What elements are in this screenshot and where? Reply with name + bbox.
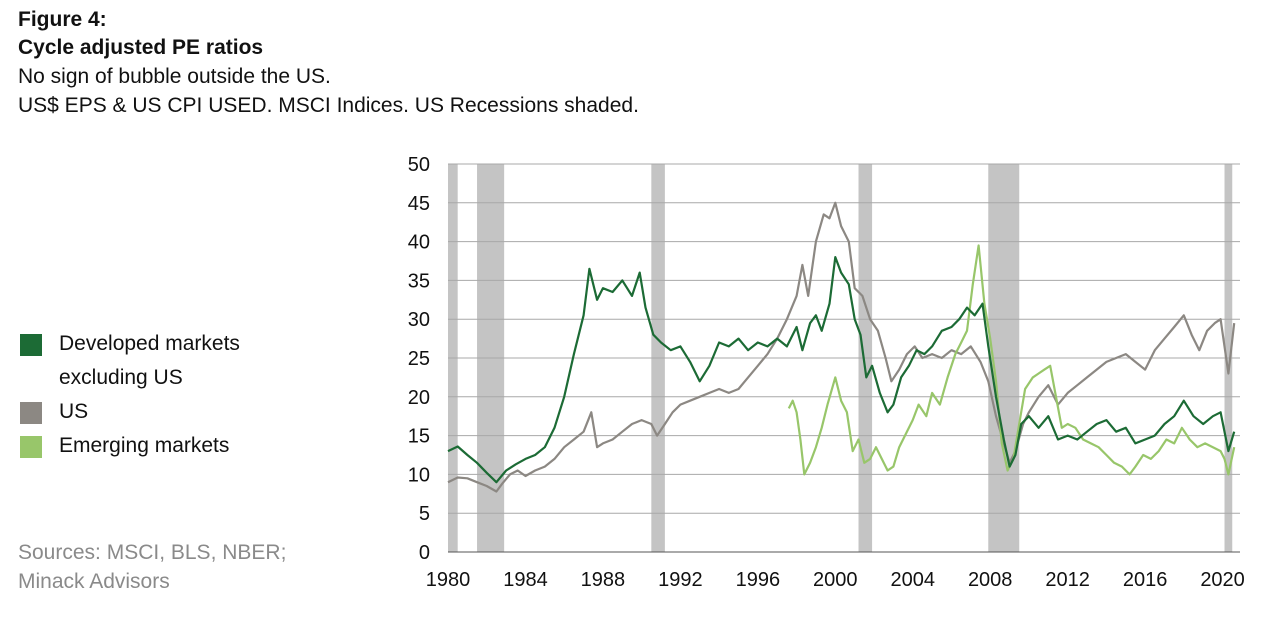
x-tick-label-2008: 2008 bbox=[968, 569, 1013, 591]
x-tick-label-2000: 2000 bbox=[813, 569, 858, 591]
y-tick-label-0: 0 bbox=[419, 542, 430, 564]
x-tick-label-1996: 1996 bbox=[736, 569, 781, 591]
legend-label-us: US bbox=[59, 400, 89, 423]
y-tick-label-25: 25 bbox=[408, 348, 430, 370]
legend-label-developed: Developed markets excluding US bbox=[59, 332, 240, 389]
series-line-us bbox=[447, 201, 1236, 493]
y-tick-label-5: 5 bbox=[419, 503, 430, 525]
figure-header: Figure 4: Cycle adjusted PE ratios No si… bbox=[18, 6, 639, 120]
y-tick-label-15: 15 bbox=[408, 426, 430, 448]
sources-line-2: Minack Advisors bbox=[18, 570, 170, 593]
sources-note: Sources: MSCI, BLS, NBER; Minack Advisor… bbox=[18, 538, 286, 596]
y-tick-label-40: 40 bbox=[408, 232, 430, 254]
x-tick-label-2004: 2004 bbox=[890, 569, 935, 591]
y-tick-label-20: 20 bbox=[408, 387, 430, 409]
y-tick-label-50: 50 bbox=[408, 154, 430, 176]
y-tick-label-30: 30 bbox=[408, 309, 430, 331]
chart-title: Cycle adjusted PE ratios bbox=[18, 36, 264, 59]
x-tick-label-1984: 1984 bbox=[503, 569, 548, 591]
sources-line-1: Sources: MSCI, BLS, NBER; bbox=[18, 541, 287, 564]
x-tick-label-1980: 1980 bbox=[426, 569, 471, 591]
y-tick-label-45: 45 bbox=[408, 193, 430, 215]
chart-subtitle: No sign of bubble outside the US. bbox=[18, 65, 331, 88]
x-tick-label-2020: 2020 bbox=[1200, 569, 1245, 591]
legend-swatch-emerging bbox=[20, 436, 42, 458]
x-tick-label-1988: 1988 bbox=[581, 569, 626, 591]
figure-number: Figure 4: bbox=[18, 8, 107, 31]
chart-subtitle-note: US$ EPS & US CPI USED. MSCI Indices. US … bbox=[18, 94, 639, 117]
legend-swatch-us bbox=[20, 402, 42, 424]
legend-swatch-developed bbox=[20, 334, 42, 356]
x-tick-label-2016: 2016 bbox=[1123, 569, 1168, 591]
y-tick-label-35: 35 bbox=[408, 270, 430, 292]
x-tick-label-1992: 1992 bbox=[658, 569, 703, 591]
series-line-developed bbox=[447, 256, 1236, 484]
y-tick-label-10: 10 bbox=[408, 464, 430, 486]
legend-label-emerging: Emerging markets bbox=[59, 434, 230, 457]
x-tick-label-2012: 2012 bbox=[1045, 569, 1090, 591]
series-line-emerging bbox=[787, 244, 1236, 476]
